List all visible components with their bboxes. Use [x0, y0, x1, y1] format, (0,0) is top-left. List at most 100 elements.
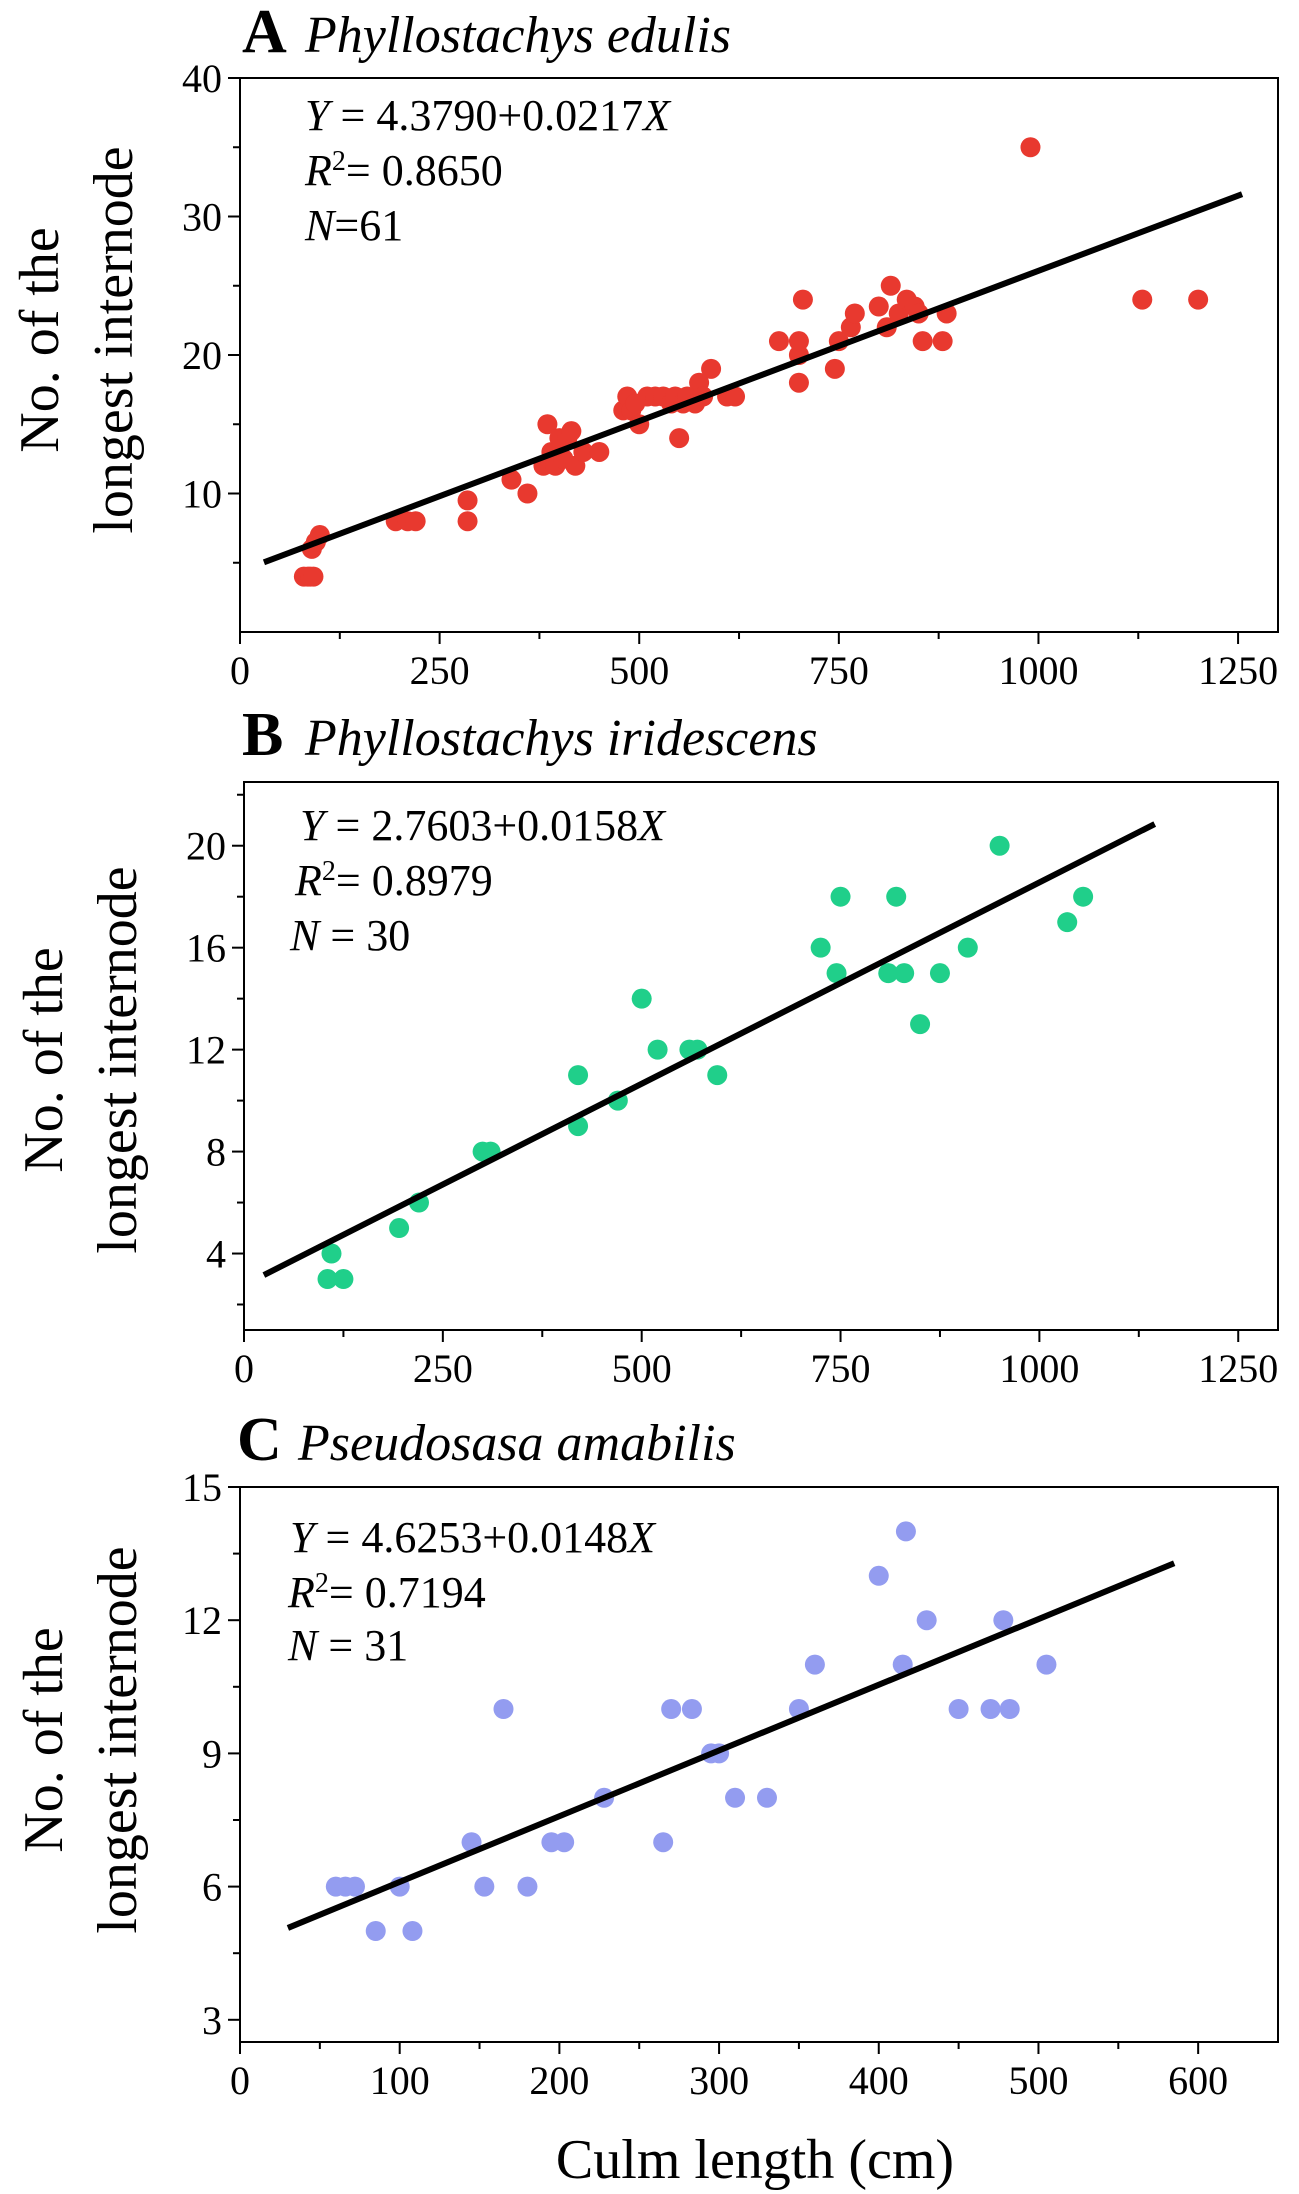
panel-b-xtick-label: 500 [612, 1346, 672, 1391]
panel-c-equation: Y = 4.6253+0.0148X [290, 1513, 657, 1562]
panel-b-data-point [631, 988, 652, 1009]
panel-b-data-point [826, 963, 847, 984]
panel-c-data-point [756, 1787, 777, 1808]
panel-a-data-point [1020, 137, 1041, 158]
panel-a-regression-line [262, 191, 1244, 566]
panel-a-ytick-label: 20 [182, 333, 222, 378]
panel-c-data-point [344, 1876, 365, 1897]
panel-a-data-point [844, 303, 865, 324]
panel-a-data-point [880, 275, 901, 296]
panel-c-annotation: Y = 4.6253+0.0148X R2= 0.7194 N = 31 [287, 1513, 657, 1670]
panel-a-data-point [701, 358, 722, 379]
panel-c-data-point [681, 1699, 702, 1719]
panel-c-xtick-label: 200 [529, 2058, 589, 2103]
panel-a-ylabel-line2: longest internode [83, 146, 145, 533]
panel-a-data-point [501, 469, 522, 490]
panel-c: C Pseudosasa amabilis No. of the longest… [13, 1406, 1279, 2103]
panel-c-data-point [1036, 1654, 1057, 1675]
panel-c-data-point [895, 1521, 916, 1542]
panel-b-equation: Y = 2.7603+0.0158X [300, 801, 667, 850]
panel-b-data-point [878, 963, 899, 984]
panel-a-data-point [517, 483, 538, 504]
panel-b-data-point [1073, 886, 1094, 907]
panel-c-xtick-label: 500 [1008, 2058, 1068, 2103]
panel-c-frame [239, 1486, 1279, 2043]
panel-a-letter: A [242, 0, 287, 66]
panel-c-data-point [999, 1699, 1020, 1719]
panel-a-data-point [725, 386, 746, 407]
panel-b-data-point [810, 937, 831, 958]
panel-b-data-point [389, 1218, 410, 1239]
panel-b-data-point [989, 835, 1010, 856]
panel-a-annotation: Y = 4.3790+0.0217X R2= 0.8650 N=61 [304, 91, 672, 250]
panel-a-xtick-label: 500 [609, 648, 669, 693]
panel-b-ytick-label: 8 [206, 1130, 226, 1175]
panel-c-ytick-label: 3 [202, 1998, 222, 2043]
panel-b-ylabel: No. of the longest internode [13, 866, 149, 1253]
panel-c-xtick-label: 300 [689, 2058, 749, 2103]
panel-b-xtick-label: 1000 [999, 1346, 1079, 1391]
panel-c-ylabel: No. of the longest internode [13, 1546, 149, 1933]
panel-c-data-point [474, 1876, 495, 1897]
panel-c-ylabel-line1: No. of the [13, 1627, 75, 1853]
panel-a-data-point [824, 358, 845, 379]
panel-a-data-point [788, 331, 809, 352]
panel-a-ytick-label: 10 [182, 472, 222, 517]
panel-b-data-point [1057, 912, 1078, 933]
panel-c-xtick-label: 100 [370, 2058, 430, 2103]
panel-c-ytick-label: 9 [202, 1731, 222, 1776]
panel-b-ylabel-line2: longest internode [87, 866, 149, 1253]
panel-c-xtick-label: 600 [1168, 2058, 1228, 2103]
panel-b-title: Phyllostachys iridescens [304, 710, 818, 767]
panel-a: A Phyllostachys edulis No. of the longes… [9, 0, 1279, 693]
panel-a-data-point [457, 490, 478, 511]
panel-b-data-point [830, 886, 851, 907]
panel-c-xtick-label: 0 [230, 2058, 250, 2103]
panel-b: B Phyllostachys iridescens No. of the lo… [13, 701, 1279, 1391]
panel-b-data-point [886, 886, 907, 907]
panel-b-data-point [317, 1269, 338, 1290]
panel-c-data-point [365, 1921, 386, 1941]
panel-a-xtick-label: 750 [809, 648, 869, 693]
panel-c-data-point [916, 1610, 937, 1631]
panel-b-data-point [707, 1065, 728, 1086]
panel-b-ytick-label: 4 [206, 1232, 226, 1277]
panel-c-data-point [725, 1787, 746, 1808]
panel-b-data-point [957, 937, 978, 958]
panel-b-data-point [321, 1243, 342, 1264]
panel-a-ylabel-line1: No. of the [9, 227, 71, 453]
panel-a-xtick-label: 0 [230, 648, 250, 693]
panel-b-xtick-label: 250 [413, 1346, 473, 1391]
panel-c-data-point [892, 1654, 913, 1675]
panel-c-ytick-label: 15 [182, 1465, 222, 1510]
panel-c-ytick-label: 6 [202, 1865, 222, 1910]
panel-b-data-point [910, 1014, 931, 1035]
panel-b-data-point [647, 1039, 668, 1060]
panel-c-data-point [493, 1699, 514, 1719]
panel-b-data-point [894, 963, 915, 984]
panel-a-ytick-label: 30 [182, 195, 222, 240]
panel-b-letter: B [242, 701, 283, 769]
panel-a-data-point [303, 566, 324, 587]
panel-b-ytick-label: 16 [186, 926, 226, 971]
panel-c-data-point [402, 1921, 423, 1941]
panel-a-equation: Y = 4.3790+0.0217X [305, 91, 672, 140]
panel-a-data-point [561, 421, 582, 442]
panel-a-data-point [1188, 289, 1209, 310]
panel-a-data-point [457, 511, 478, 532]
panel-b-xtick-label: 750 [811, 1346, 871, 1391]
panel-c-data-point [804, 1654, 825, 1675]
panel-b-ytick-label: 12 [186, 1028, 226, 1073]
panel-a-title: Phyllostachys edulis [304, 7, 731, 64]
panel-c-regression-line [286, 1560, 1176, 1931]
panel-b-data-point [333, 1269, 354, 1290]
panel-c-data-point [661, 1699, 682, 1719]
panel-b-annotation: Y = 2.7603+0.0158X R2= 0.8979 N = 30 [289, 801, 667, 960]
panel-b-n: N = 30 [289, 911, 410, 960]
panel-a-ylabel: No. of the longest internode [9, 146, 145, 533]
panel-c-letter: C [237, 1406, 282, 1474]
panel-b-ylabel-line1: No. of the [13, 947, 75, 1173]
panel-a-xtick-label: 250 [410, 648, 470, 693]
panel-b-data-point [568, 1065, 589, 1086]
